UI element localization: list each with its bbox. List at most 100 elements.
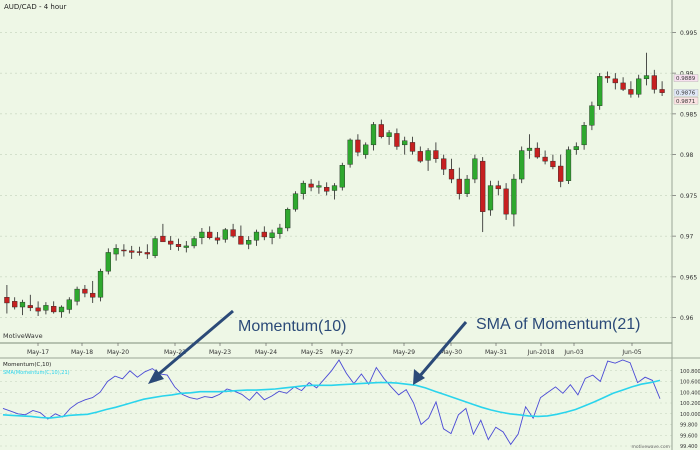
candle-body [386,132,392,137]
candle-bullish [519,146,525,184]
candle-bullish [97,268,104,302]
annotation-sma: SMA of Momentum(21) [476,316,641,333]
candle-body [4,297,10,304]
candle-body [144,252,150,255]
candle-body [35,307,41,312]
candle-body [207,231,213,238]
candle-body [58,306,65,313]
candle-bearish [456,167,462,200]
candle-body [191,238,197,247]
candle-bearish [238,225,244,245]
x-tick-label: May-18 [71,349,93,356]
candle-body [105,252,111,272]
candle-bullish [19,299,26,316]
candle-body [417,151,423,162]
candle-body [355,139,361,153]
footer-credit: motivewave.com [632,444,671,450]
candle-body [534,147,540,158]
candle-bullish [331,183,338,200]
candle-body [480,160,486,212]
candle-bullish [589,101,595,131]
price-tick-label: 0.96 [680,315,694,322]
candle-body [261,231,267,238]
candle-bearish [82,285,88,298]
candle-body [253,231,260,241]
candle-body [495,185,501,190]
candle-bearish [308,179,314,192]
watermark: MotiveWave [3,332,43,340]
candle-body [636,78,642,95]
candle-bullish [487,180,494,216]
candle-bearish [651,69,657,94]
price-tick-label: 0.995 [680,30,697,37]
candle-bullish [347,138,353,168]
candle-bullish [183,241,189,253]
candle-body [589,105,595,126]
candle-bullish [386,130,392,145]
price-label-box [673,89,699,97]
candle-body [339,165,345,188]
candle-bullish [402,136,408,155]
candle-body [620,82,626,90]
current-price-labels: 0.9889 0.9876 0.9871 [673,74,699,105]
candle-body [394,133,400,147]
candle-bearish [136,246,143,256]
candle-body [300,182,306,194]
candle-bearish [612,73,618,90]
candle-body [331,185,338,191]
candle-bullish [363,142,369,159]
candle-bullish [300,180,306,200]
momentum-tick-label: 100.400 [680,390,700,396]
x-tick-label: May-23 [209,349,231,356]
candle-body [175,244,182,247]
x-tick-label: Jun-2018 [527,349,555,356]
candle-bullish [425,148,431,171]
candle-body [441,158,447,170]
candle-body [503,188,509,215]
candle-body [74,288,80,302]
candle-bearish [409,136,416,155]
candle-bullish [277,223,283,239]
price-tick-label: 0.965 [680,274,697,281]
momentum-tick-label: 99.800 [680,423,698,429]
candle-body [27,305,33,309]
candle-body [456,178,462,194]
candle-bullish [464,175,470,198]
candle-bullish [66,297,72,314]
candle-body [136,251,143,253]
candle-body [573,146,579,150]
candle-body [19,301,26,308]
candle-body [316,185,322,188]
price-label-box [673,74,699,82]
candle-bearish [230,223,236,238]
candle-bearish [433,142,439,163]
candle-body [324,187,330,192]
candle-bullish [58,305,65,318]
candle-body [43,305,49,311]
candle-bullish [472,154,478,184]
candle-body [511,178,517,215]
candle-body [90,292,96,298]
candle-bearish [355,134,361,157]
momentum-lines [2,359,661,446]
price-label: 0.9876 [676,91,696,97]
candle-bearish [4,285,10,314]
candle-body [230,229,236,237]
candle-bullish [339,162,345,191]
candle-body [448,169,455,180]
candle-body [651,75,657,90]
candle-bearish [160,223,166,243]
candle-body [285,209,291,229]
candle-bearish [378,119,384,139]
candle-body [160,235,166,243]
momentum-title: Momentum(C,10) [3,362,51,368]
momentum-legend: SMA(Momentum(C,10),21) [3,370,70,376]
candle-bullish [636,74,642,98]
candle-bullish [152,236,158,259]
annotation-momentum: Momentum(10) [238,318,347,335]
price-label: 0.9871 [676,99,695,105]
candle-bearish [168,236,174,250]
candle-bullish [222,227,228,243]
candle-bullish [105,248,111,275]
